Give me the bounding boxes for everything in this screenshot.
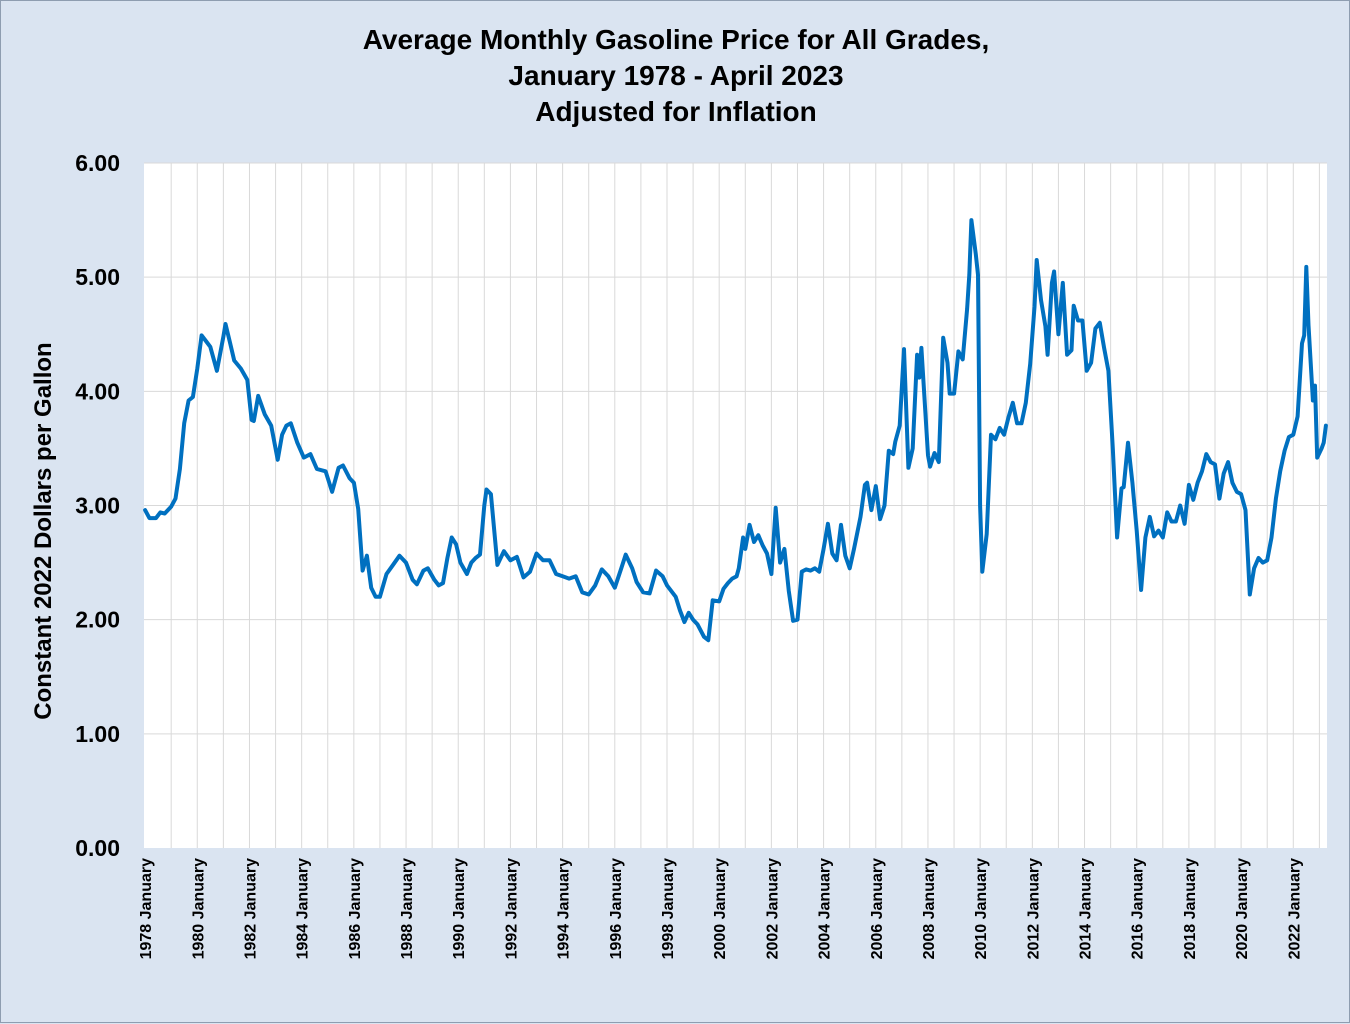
y-tick-label: 5.00 [75, 264, 120, 290]
x-tick-label: 2010 January [973, 858, 990, 960]
x-tick-label: 2006 January [869, 858, 886, 960]
x-tick-label: 1986 January [347, 858, 364, 960]
chart-subtitle-line-2: Adjusted for Inflation [535, 96, 817, 127]
x-tick-label: 1998 January [660, 858, 677, 960]
y-tick-label: 1.00 [75, 721, 120, 747]
chart-title: Average Monthly Gasoline Price for All G… [363, 24, 990, 55]
x-tick-label: 1994 January [556, 858, 573, 960]
x-tick-label: 2012 January [1025, 858, 1042, 960]
y-axis-label: Constant 2022 Dollars per Gallon [30, 342, 57, 719]
y-tick-label: 0.00 [75, 835, 120, 861]
x-tick-label: 1990 January [451, 858, 468, 960]
x-tick-label: 1996 January [608, 858, 625, 960]
series-layer [143, 218, 1328, 643]
y-tick-label: 2.00 [75, 607, 120, 633]
x-tick-label: 1982 January [242, 858, 259, 960]
x-tick-label: 2000 January [712, 858, 729, 960]
x-tick-label: 2008 January [921, 858, 938, 960]
x-tick-label: 2018 January [1182, 858, 1199, 960]
y-tick-label: 6.00 [75, 150, 120, 176]
x-tick-label: 2014 January [1078, 858, 1095, 960]
chart-subtitle-line-1: January 1978 - April 2023 [508, 60, 843, 91]
y-tick-label: 3.00 [75, 493, 120, 519]
gridlines [144, 162, 1327, 848]
x-tick-label: 2022 January [1286, 858, 1303, 960]
x-tick-label: 2004 January [817, 858, 834, 960]
x-tick-label: 2002 January [764, 858, 781, 960]
x-tick-label: 1992 January [503, 858, 520, 960]
axes: 0.00 1.00 2.00 3.00 4.00 5.00 6.00 1978 January… [75, 150, 1303, 959]
x-tick-label: 2016 January [1130, 858, 1147, 960]
y-tick-label: 4.00 [75, 378, 120, 404]
x-tick-label: 1988 January [399, 858, 416, 960]
x-tick-label: 1980 January [190, 858, 207, 960]
x-tick-label: 1984 January [295, 858, 312, 960]
x-tick-label: 2020 January [1234, 858, 1251, 960]
x-tick-label: 1978 January [138, 858, 155, 960]
series-line [143, 218, 1328, 643]
